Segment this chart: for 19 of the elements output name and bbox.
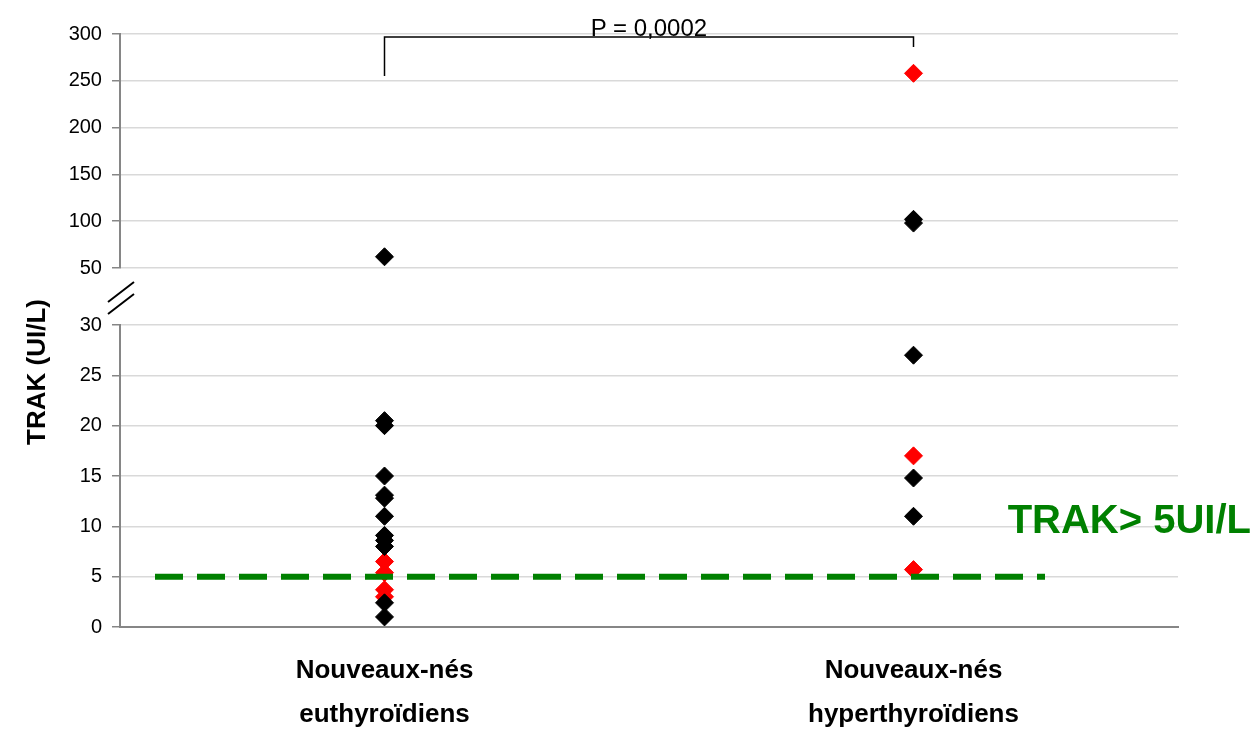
y-tick-label: 300 xyxy=(68,21,102,44)
y-tick-label: 200 xyxy=(68,115,102,138)
y-tick-label: 20 xyxy=(79,413,102,436)
y-tick-label: 10 xyxy=(79,513,102,536)
y-tick-label: 50 xyxy=(79,255,102,278)
y-tick-label: 150 xyxy=(68,161,102,184)
point xyxy=(904,63,923,83)
y-tick-label: 30 xyxy=(79,312,102,335)
y-tick-label: 25 xyxy=(79,362,102,385)
y-tick-label: 5 xyxy=(90,564,102,587)
y-tick-label: 100 xyxy=(68,208,102,231)
annotation: P = 0,0002 xyxy=(590,13,708,41)
y-tick-label: 0 xyxy=(90,614,102,637)
x-tick-label: Nouveaux-nés hyperthyroïdiens xyxy=(808,654,1019,729)
x-tick-label: Nouveaux-nés euthyroïdiens xyxy=(295,654,474,729)
y-tick-label: 250 xyxy=(68,68,102,91)
y-axis-title: TRAK (UI/L) xyxy=(20,299,52,445)
y-tick-label: 15 xyxy=(79,463,102,486)
ref-line-label: TRAK> 5UI/L xyxy=(1007,496,1251,541)
